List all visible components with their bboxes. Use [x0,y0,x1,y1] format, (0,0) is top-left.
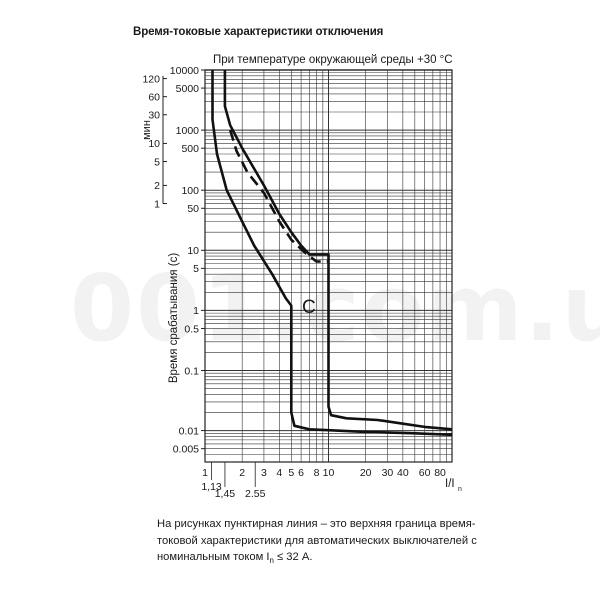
chart-curves [211,70,453,437]
chart-title: При температуре окружающей среды +30 °C [213,54,453,66]
y-tick-label: 10000 [170,65,199,77]
caption: На рисунках пунктирная линия – это верхн… [157,516,477,570]
series-curve-1 [211,70,453,437]
svg-text:I/I: I/I [445,478,455,490]
y-tick-label: 5 [193,263,199,275]
y-tick-label: 0.01 [179,425,200,437]
curve-label-c: C [302,297,316,318]
x-tick-label: 3 [261,467,267,479]
x-tick-label: 80 [434,467,446,479]
x-tick-label: 1,45 [215,488,236,500]
x-tick-label: 8 [314,467,320,479]
caption-text: На рисунках пунктирная линия – это верхн… [157,518,477,563]
minutes-tick-label: 30 [148,110,160,122]
chart-grid [204,69,453,463]
y-tick-label: 100 [181,185,199,197]
x-tick-label: 10 [323,467,335,479]
y-axis-minutes-label: мин [141,120,153,140]
x-axis-label: I/I n [445,478,462,493]
minutes-tick-label: 2 [154,180,160,192]
x-tick-label: 5 [288,467,294,479]
y-tick-label: 1 [193,305,199,317]
series-curve-3 [228,129,329,263]
minutes-tick-label: 60 [148,91,160,103]
svg-text:n: n [458,486,462,493]
y-tick-label: 0.005 [173,443,199,455]
series-curve-2 [223,70,453,431]
y-tick-label: 10 [187,245,199,257]
caption-text-end: ≤ 32 А. [273,551,313,563]
x-tick-label: 2.55 [245,488,266,500]
x-tick-label: 4 [276,467,282,479]
x-tick-label: 1 [202,467,208,479]
x-tick-label: 2 [239,467,245,479]
chart-tick-labels: 10000 5000 1000 500 100 50 10 5 1 0.5 0.1 0.01 0.005… [142,65,446,500]
y-tick-label: 50 [187,203,199,215]
x-tick-label: 40 [397,467,409,479]
minutes-tick-label: 1 [154,198,160,210]
plot-border [204,69,453,463]
x-tick-label: 1,13 [201,481,222,493]
minutes-tick-label: 10 [148,138,160,150]
y-tick-label: 1000 [176,125,200,137]
x-tick-label: 6 [298,467,304,479]
y-tick-label: 500 [181,143,199,155]
minutes-tick-label: 120 [142,73,160,85]
x-tick-label: 20 [360,467,372,479]
y-tick-label: 0.5 [184,323,199,335]
y-tick-label: 5000 [176,83,200,95]
y-tick-label: 0.1 [184,365,199,377]
x-tick-label: 60 [419,467,431,479]
y-axis-label: Время срабатывания (с) [168,253,180,383]
x-tick-label: 30 [382,467,394,479]
caption-subscript: n [269,556,274,566]
minutes-tick-label: 5 [154,156,160,168]
page-title: Время-токовые характеристики отключения [133,26,384,38]
